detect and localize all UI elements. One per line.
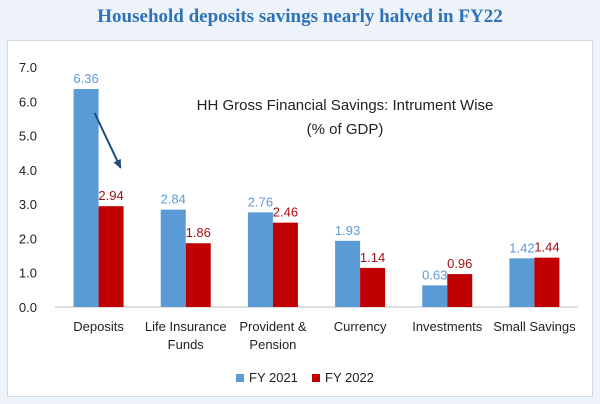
- x-tick-label: Currency: [334, 319, 387, 334]
- legend-swatch: [236, 374, 244, 382]
- bar: [360, 267, 386, 307]
- data-label: 6.36: [73, 71, 98, 86]
- legend-label: FY 2021: [249, 370, 298, 385]
- legend-label: FY 2022: [325, 370, 374, 385]
- data-label: 1.44: [534, 240, 559, 255]
- bar: [534, 257, 560, 307]
- x-tick-label: Funds: [168, 337, 205, 352]
- bar: [447, 274, 473, 307]
- arrow-annotation: [93, 112, 122, 169]
- legend-swatch: [312, 374, 320, 382]
- y-tick-label: 1.0: [19, 266, 37, 281]
- data-label: 2.84: [161, 192, 186, 207]
- y-tick-label: 7.0: [19, 60, 37, 75]
- x-tick-label: Pension: [249, 337, 296, 352]
- data-label: 1.86: [186, 225, 211, 240]
- bar: [335, 240, 361, 307]
- data-label: 0.63: [422, 267, 447, 282]
- bar: [185, 243, 211, 307]
- x-tick-label: Provident &: [239, 319, 307, 334]
- bar: [160, 209, 186, 307]
- data-label: 2.94: [98, 188, 123, 203]
- x-tick-label: Investments: [412, 319, 483, 334]
- page-title: Household deposits savings nearly halved…: [97, 6, 503, 27]
- x-tick-label: Deposits: [73, 319, 124, 334]
- chart-title: HH Gross Financial Savings: Intrument Wi…: [197, 97, 494, 114]
- x-tick-label: Life Insurance: [145, 319, 227, 334]
- bar: [509, 258, 535, 307]
- bar: [422, 285, 448, 307]
- y-tick-label: 0.0: [19, 300, 37, 315]
- y-tick-label: 3.0: [19, 197, 37, 212]
- data-label: 0.96: [447, 256, 472, 271]
- data-label: 2.76: [248, 194, 273, 209]
- bar: [247, 212, 273, 307]
- bar: [73, 88, 99, 307]
- chart-subtitle: (% of GDP): [307, 121, 384, 138]
- y-tick-label: 5.0: [19, 129, 37, 144]
- data-label: 2.46: [273, 205, 298, 220]
- bar: [272, 222, 298, 307]
- data-label: 1.93: [335, 223, 360, 238]
- x-tick-label: Small Savings: [493, 319, 576, 334]
- y-tick-label: 4.0: [19, 163, 37, 178]
- y-tick-label: 6.0: [19, 94, 37, 109]
- y-tick-label: 2.0: [19, 231, 37, 246]
- bar: [98, 206, 124, 307]
- data-label: 1.42: [509, 240, 534, 255]
- data-label: 1.14: [360, 250, 385, 265]
